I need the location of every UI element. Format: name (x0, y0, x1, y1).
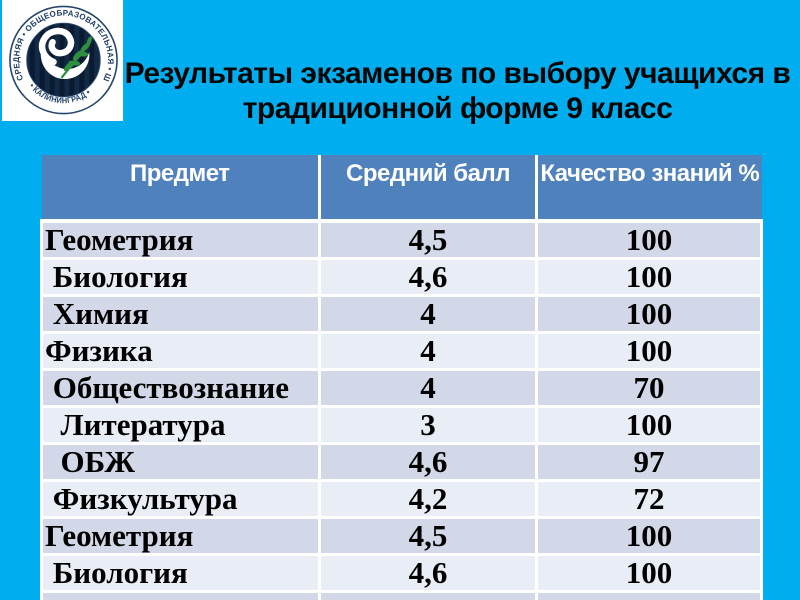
quality-cell: 100 (535, 553, 763, 592)
subject-cell: Химия (40, 294, 320, 333)
header-subject: Предмет (41, 155, 320, 223)
table-row: Геометрия 4,5 100 (40, 516, 763, 555)
quality-cell: 100 (535, 516, 763, 555)
quality-cell: 72 (535, 479, 763, 518)
quality-cell: 97 (535, 442, 763, 481)
header-quality: Качество знаний % (535, 155, 762, 223)
avg-score-cell: 4,2 (318, 479, 537, 518)
laurel-branch-icon (60, 36, 92, 79)
avg-score-cell: 4,5 (318, 221, 537, 259)
subject-cell: Физика (40, 331, 320, 370)
avg-score-cell: 4 (318, 590, 537, 600)
quality-cell: 100 (535, 590, 763, 600)
table-row: Биология 4,6 100 (40, 553, 763, 592)
table-row: Химия 4 100 (40, 590, 763, 600)
table-row: Химия 4 100 (40, 294, 763, 333)
avg-score-cell: 4 (318, 368, 537, 407)
avg-score-cell: 4,6 (318, 442, 537, 481)
avg-score-cell: 4 (318, 294, 537, 333)
table-row: Геометрия 4,5 100 (40, 221, 763, 259)
table-row: Физика 4 100 (40, 331, 763, 370)
results-table: Предмет Средний балл Качество знаний % Г… (40, 155, 763, 600)
quality-cell: 100 (535, 294, 763, 333)
table-row: ОБЖ 4,6 97 (40, 442, 763, 481)
slide-title-line1: Результаты экзаменов по выбору учащихся … (124, 57, 791, 90)
quality-cell: 100 (535, 405, 763, 444)
table-header-row: Предмет Средний балл Качество знаний % (41, 155, 762, 223)
quality-cell: 100 (535, 331, 763, 370)
subject-cell: ОБЖ (40, 442, 320, 481)
table-row: Физкультура 4,2 72 (40, 479, 763, 518)
school-emblem-icon: СРЕДНЯЯ • ОБЩЕОБРАЗОВАТЕЛЬНАЯ • ШКОЛА • … (2, 0, 118, 115)
subject-cell: Биология (40, 257, 320, 296)
quality-cell: 70 (535, 368, 763, 407)
subject-cell: Геометрия (40, 221, 320, 259)
avg-score-cell: 4,6 (318, 553, 537, 592)
table-row: Обществознание 4 70 (40, 368, 763, 407)
swan-icon (38, 27, 90, 80)
header-avg-score: Средний балл (318, 155, 537, 223)
avg-score-cell: 4,5 (318, 516, 537, 555)
quality-cell: 100 (535, 257, 763, 296)
avg-score-cell: 3 (318, 405, 537, 444)
quality-cell: 100 (535, 221, 763, 259)
subject-cell: Обществознание (40, 368, 320, 407)
subject-cell: Физкультура (40, 479, 320, 518)
table-row: Биология 4,6 100 (40, 257, 763, 296)
slide-title: Результаты экзаменов по выбору учащихся … (110, 56, 800, 126)
slide-title-line2: традиционной форме 9 класс (242, 92, 673, 125)
avg-score-cell: 4,6 (318, 257, 537, 296)
school-logo: СРЕДНЯЯ • ОБЩЕОБРАЗОВАТЕЛЬНАЯ • ШКОЛА • … (2, 0, 123, 121)
subject-cell: Геометрия (40, 516, 320, 555)
subject-cell: Литература (40, 405, 320, 444)
subject-cell: Химия (40, 590, 320, 600)
table-row: Литература 3 100 (40, 405, 763, 444)
avg-score-cell: 4 (318, 331, 537, 370)
subject-cell: Биология (40, 553, 320, 592)
